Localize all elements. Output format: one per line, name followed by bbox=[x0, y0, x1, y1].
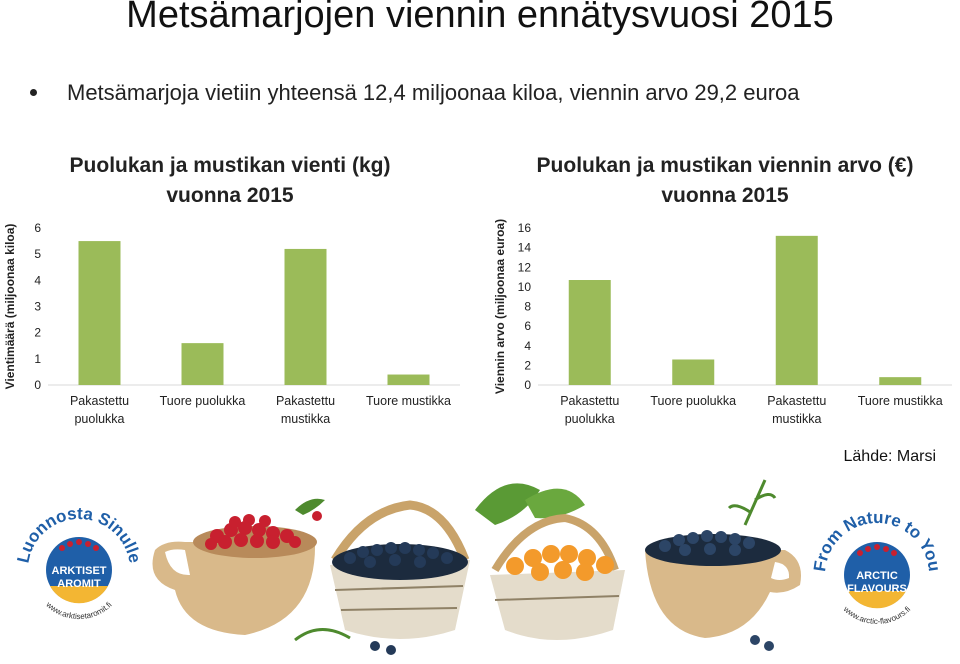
right-logo-line2: FLAVOURS bbox=[847, 583, 907, 595]
left-logo-line1: ARKTISET bbox=[52, 565, 107, 577]
chart-2-category-label: Tuore mustikka bbox=[858, 394, 943, 408]
chart-1-category-label: mustikka bbox=[281, 412, 330, 426]
page-title: Metsämarjojen viennin ennätysvuosi 2015 bbox=[126, 0, 834, 36]
chart-1-ytick-label: 1 bbox=[34, 352, 41, 366]
chart-2-bar bbox=[568, 280, 611, 385]
right-logo-line1: ARCTIC bbox=[856, 570, 898, 582]
chart-1-category-label: Tuore mustikka bbox=[366, 394, 451, 408]
chart-2-category-label: Tuore puolukka bbox=[650, 394, 736, 408]
chart-2-ytick-label: 0 bbox=[524, 378, 531, 392]
chart-1-ylabel: Vientimäärä (miljoonaa kiloa) bbox=[3, 224, 17, 390]
cloudberry-basket bbox=[475, 483, 625, 640]
chart-1-bar bbox=[387, 374, 430, 385]
lingonberry-cup bbox=[152, 498, 325, 635]
chart-1-ytick-label: 2 bbox=[34, 326, 41, 340]
chart-2-ytick-label: 8 bbox=[524, 300, 531, 314]
chart-1-category-label: Tuore puolukka bbox=[160, 394, 246, 408]
chart-2-title-line1: Puolukan ja mustikan viennin arvo (€) bbox=[536, 154, 914, 177]
chart-1-category-label: puolukka bbox=[74, 412, 124, 426]
chart-1-bar bbox=[78, 241, 121, 385]
chart-1-ytick-label: 0 bbox=[34, 378, 41, 392]
chart-2-ytick-label: 6 bbox=[524, 319, 531, 333]
chart-1-bar bbox=[284, 248, 327, 385]
chart-2-title: Puolukan ja mustikan viennin arvo (€) vu… bbox=[500, 151, 950, 211]
chart-2-bar bbox=[775, 235, 818, 385]
chart-2-ytick-label: 10 bbox=[518, 280, 532, 294]
chart-1-category-label: Pakastettu bbox=[276, 394, 335, 408]
blueberry-basket bbox=[330, 500, 470, 639]
left-logo-line2: AROMIT bbox=[57, 578, 101, 590]
chart-1-ytick-label: 6 bbox=[34, 221, 41, 235]
chart-2-ytick-label: 4 bbox=[524, 339, 531, 353]
chart-1-title: Puolukan ja mustikan vienti (kg) vuonna … bbox=[20, 151, 440, 211]
loose-berries bbox=[294, 628, 774, 655]
chart-2-ytick-label: 2 bbox=[524, 358, 531, 372]
arctic-flavours-logo: From Nature to You ARCTIC FLAVOURS www.a… bbox=[810, 508, 944, 630]
arktiset-aromit-logo: Luonnosta Sinulle ARKTISET AROMIT www.ar… bbox=[14, 504, 144, 625]
bullet-dot-icon bbox=[30, 88, 37, 96]
chart-2-category-label: Pakastettu bbox=[767, 394, 826, 408]
export-volume-chart: 0 1 2 3 4 5 6 Vientimäärä (miljoonaa kiloa) Paka… bbox=[3, 221, 460, 426]
chart-1-ytick-label: 3 bbox=[34, 300, 41, 314]
chart-2-ytick-label: 12 bbox=[518, 260, 532, 274]
chart-2-ytick-label: 16 bbox=[518, 221, 532, 235]
berry-baskets-photo bbox=[152, 479, 801, 655]
chart-2-category-label: mustikka bbox=[772, 412, 821, 426]
chart-2-ytick-label: 14 bbox=[518, 241, 532, 255]
bilberry-cup bbox=[645, 479, 801, 638]
export-value-chart: 0 2 4 6 8 10 12 14 16 Viennin arvo (miljoonaa eur… bbox=[493, 219, 952, 426]
source-label: Lähde: Marsi bbox=[843, 448, 937, 465]
summary-bullet: Metsämarjoja vietiin yhteensä 12,4 miljo… bbox=[30, 80, 800, 106]
summary-text: Metsämarjoja vietiin yhteensä 12,4 miljo… bbox=[67, 80, 800, 105]
chart-2-ylabel: Viennin arvo (miljoonaa euroa) bbox=[493, 219, 507, 394]
chart-1-ytick-label: 4 bbox=[34, 273, 41, 287]
chart-2-title-line2: vuonna 2015 bbox=[661, 184, 789, 207]
chart-1-bar bbox=[181, 343, 224, 385]
chart-1-ytick-label: 5 bbox=[34, 247, 41, 261]
chart-2-bar bbox=[879, 377, 922, 385]
chart-1-title-line2: vuonna 2015 bbox=[166, 184, 294, 207]
chart-2-category-label: puolukka bbox=[565, 412, 615, 426]
chart-2-bar bbox=[672, 359, 715, 385]
chart-1-category-label: Pakastettu bbox=[70, 394, 129, 408]
chart-1-title-line1: Puolukan ja mustikan vienti (kg) bbox=[69, 154, 391, 177]
chart-2-category-label: Pakastettu bbox=[560, 394, 619, 408]
